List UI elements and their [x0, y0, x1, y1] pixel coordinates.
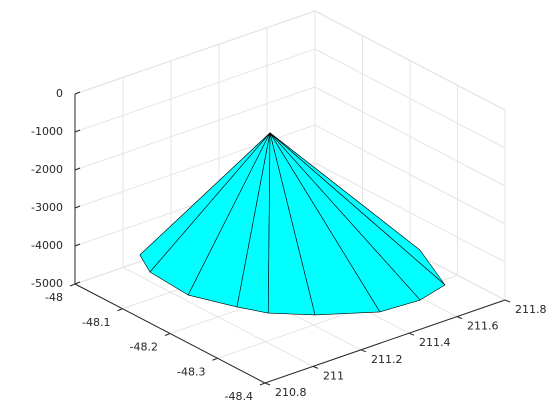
x-tick-label: -48.3	[177, 365, 205, 378]
grid-line	[74, 48, 316, 133]
y-axis	[264, 299, 506, 384]
z-tick-label: -3000	[31, 201, 63, 214]
x-tick-label: -48.4	[225, 390, 253, 403]
grid-line	[74, 10, 316, 95]
tick-mark	[74, 129, 81, 133]
z-tick-label: -5000	[31, 277, 63, 290]
y-tick-label: 211.8	[515, 303, 547, 316]
tick-mark	[74, 243, 81, 247]
z-tick-label: 0	[56, 87, 63, 100]
tick-mark	[74, 167, 81, 171]
tick-mark	[212, 357, 218, 361]
tick-mark	[456, 316, 463, 320]
tick-mark	[264, 382, 271, 386]
tick-mark	[259, 382, 266, 386]
grid-line	[314, 124, 506, 225]
grid-line	[314, 10, 506, 111]
tick-mark	[69, 283, 76, 287]
z-tick-label: -4000	[31, 239, 63, 252]
x-tick-label: -48.2	[130, 341, 158, 354]
tick-mark	[360, 349, 367, 353]
x-tick-label: -48.1	[82, 316, 110, 329]
tick-mark	[164, 333, 171, 336]
x-axis	[74, 283, 266, 384]
tick-mark	[74, 91, 81, 95]
grid-line	[314, 48, 506, 149]
tick-mark	[408, 332, 415, 336]
y-tick-label: 211.4	[419, 336, 451, 349]
tick-mark	[117, 308, 123, 312]
tick-mark	[312, 365, 319, 369]
z-tick-label: -2000	[31, 163, 63, 176]
y-tick-label: 211.6	[467, 320, 499, 333]
grid-line	[314, 162, 506, 263]
grid-line	[314, 86, 506, 187]
y-tick-label: 210.8	[275, 386, 307, 399]
y-tick-label: 211	[323, 369, 344, 382]
tick-mark	[74, 205, 81, 209]
surface-face	[269, 132, 381, 316]
grid-line	[74, 86, 316, 171]
x-tick-label: -48	[45, 291, 63, 304]
tick-mark	[74, 281, 81, 285]
tick-mark	[504, 299, 511, 303]
z-tick-label: -1000	[31, 125, 63, 138]
y-tick-label: 211.2	[371, 353, 403, 366]
grid-line	[122, 266, 314, 367]
